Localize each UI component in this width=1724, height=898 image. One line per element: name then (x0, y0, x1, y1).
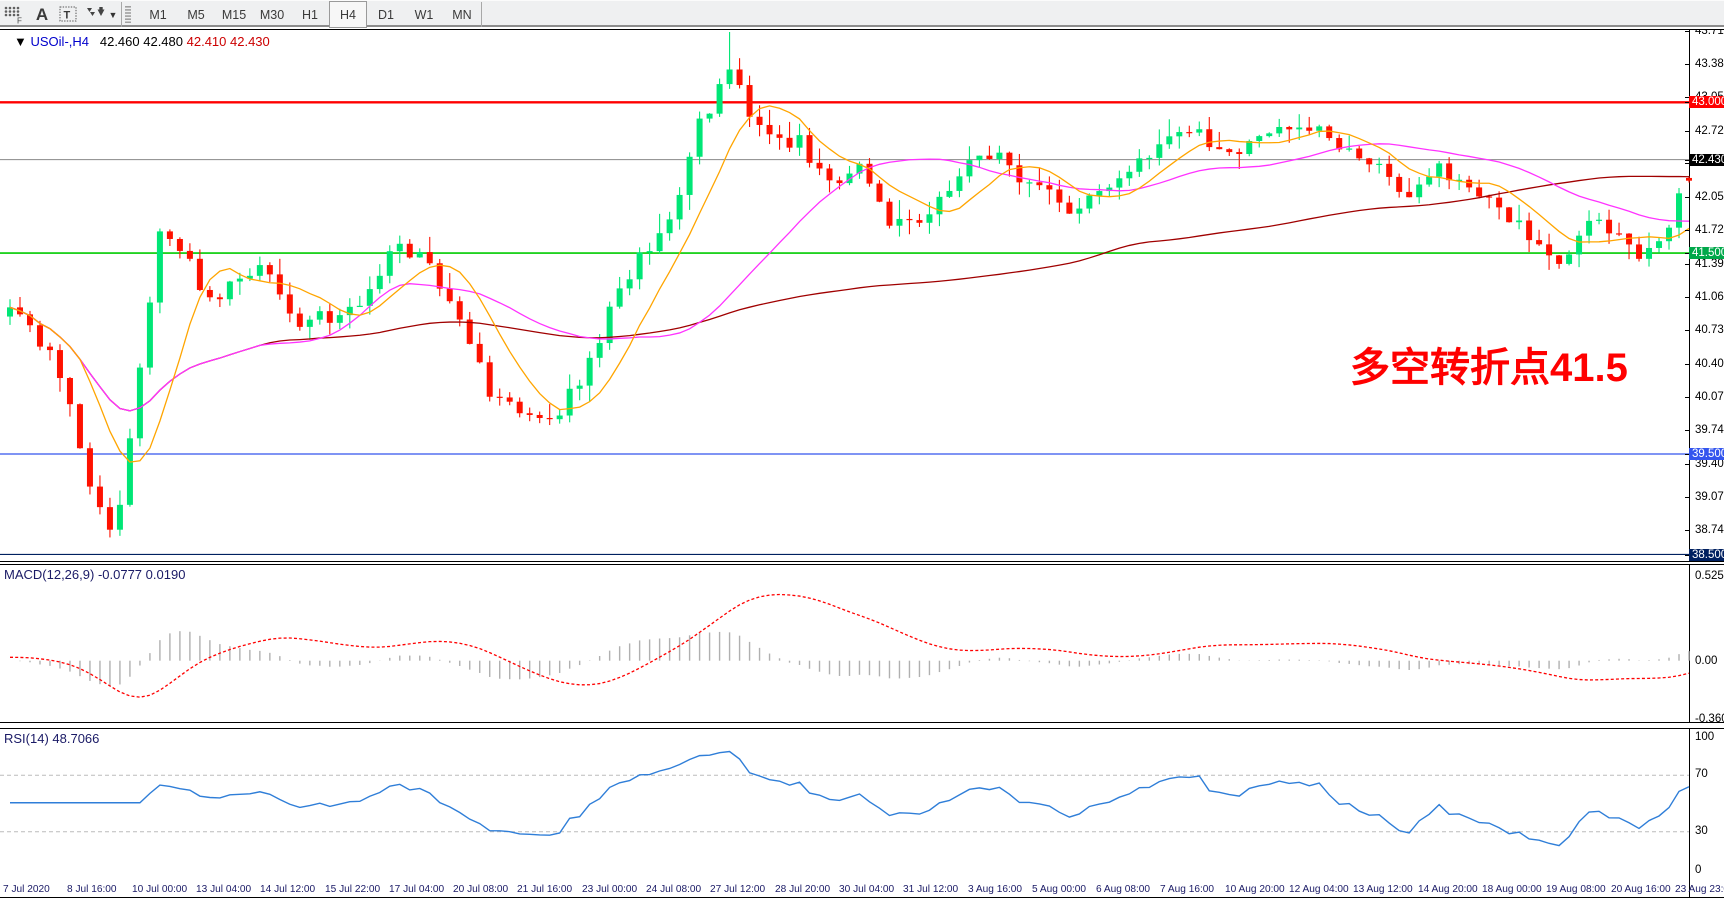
svg-text:F: F (17, 16, 22, 24)
svg-text:T: T (64, 9, 71, 21)
